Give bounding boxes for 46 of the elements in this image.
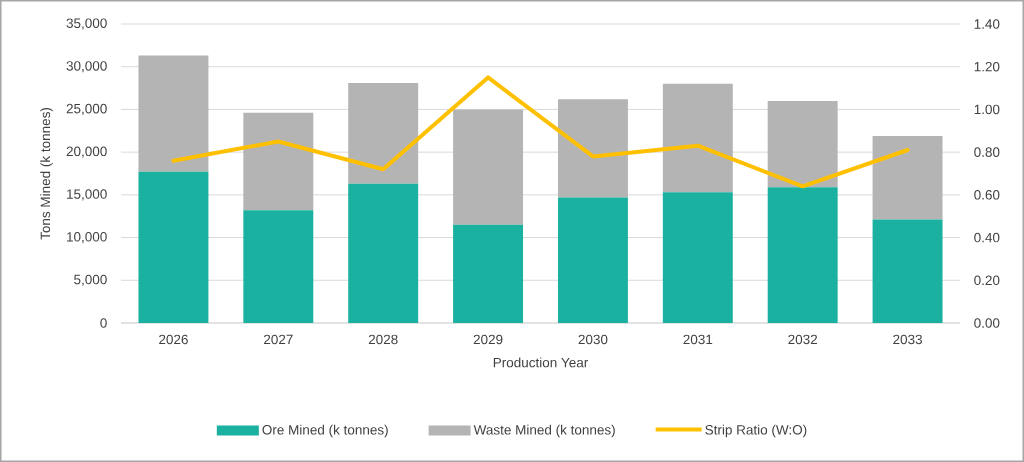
bar xyxy=(557,99,628,198)
bar xyxy=(767,100,838,188)
y2-tick-label: 1.00 xyxy=(974,104,1000,115)
legend-label: Ore Mined (k tonnes) xyxy=(262,424,388,438)
bar xyxy=(453,224,524,323)
bar xyxy=(557,197,628,323)
y2-tick-label: 0.60 xyxy=(974,190,1000,200)
x-tick-label: 2026 xyxy=(159,334,188,345)
x-tick-label: 2033 xyxy=(893,334,922,345)
bar xyxy=(243,210,314,323)
y2-tick-label: 1.20 xyxy=(974,61,1000,72)
y-tick-label: 0 xyxy=(100,318,107,328)
legend-label: Waste Mined (k tonnes) xyxy=(473,424,615,438)
bar xyxy=(453,109,524,225)
y-tick-label: 5,000 xyxy=(74,274,107,286)
bar xyxy=(138,55,209,172)
bar xyxy=(662,83,733,193)
bar xyxy=(662,192,733,323)
x-tick-label: 2027 xyxy=(263,334,293,345)
y-tick-label: 30,000 xyxy=(66,61,107,73)
bar xyxy=(138,171,209,323)
x-tick-label: 2028 xyxy=(368,334,398,345)
y-axis-title: Tons Mined (k tonnes) xyxy=(40,107,53,240)
y-tick-label: 25,000 xyxy=(66,103,107,115)
x-tick-label: 2032 xyxy=(788,334,818,345)
y-tick-label: 20,000 xyxy=(66,146,107,158)
bar xyxy=(872,219,943,323)
bar xyxy=(767,187,838,323)
bar xyxy=(243,112,314,211)
y-tick-label: 35,000 xyxy=(66,18,107,30)
y2-tick-label: 0.80 xyxy=(974,147,1000,157)
line-series xyxy=(171,75,910,189)
x-tick-label: 2029 xyxy=(473,334,503,345)
x-tick-label: 2031 xyxy=(683,334,713,345)
bar xyxy=(872,135,943,220)
legend-label: Strip Ratio (W:O) xyxy=(705,424,807,438)
y2-tick-label: 0.00 xyxy=(974,318,1000,328)
y-tick-label: 15,000 xyxy=(67,189,107,201)
bar xyxy=(348,183,419,323)
y2-tick-label: 0.20 xyxy=(974,275,1000,286)
y2-tick-label: 0.40 xyxy=(974,232,1000,243)
x-tick-label: 2030 xyxy=(578,334,608,345)
y-tick-label: 10,000 xyxy=(67,231,107,244)
bar xyxy=(348,82,419,184)
y2-tick-label: 1.40 xyxy=(974,19,1000,29)
x-axis-title: Production Year xyxy=(493,357,589,368)
